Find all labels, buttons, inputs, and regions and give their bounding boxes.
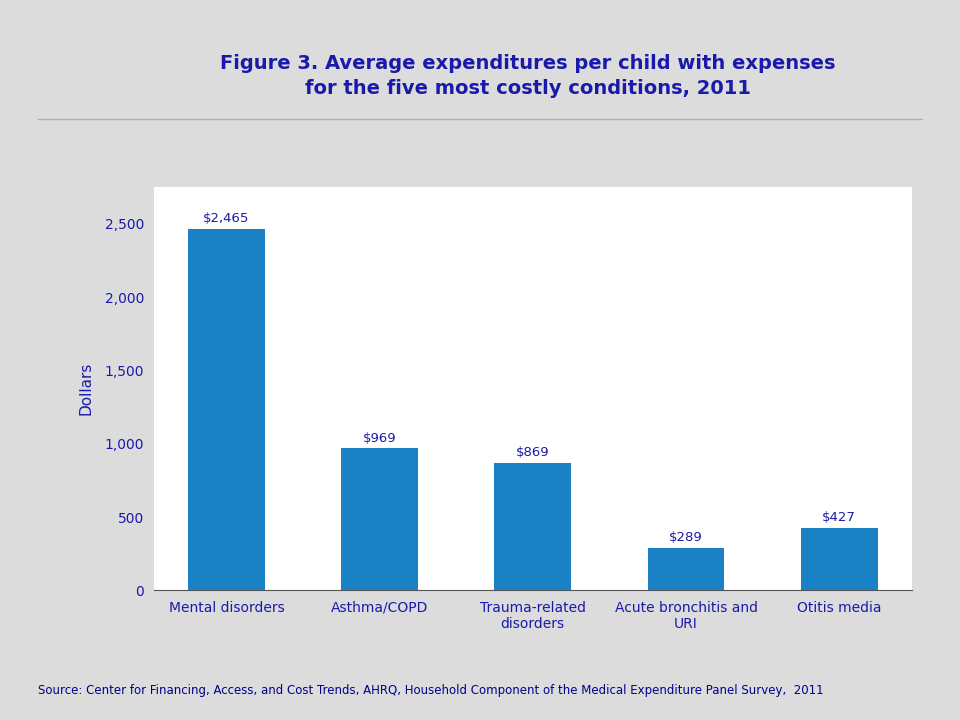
- Text: $869: $869: [516, 446, 550, 459]
- Text: Figure 3. Average expenditures per child with expenses
for the five most costly : Figure 3. Average expenditures per child…: [220, 53, 836, 98]
- Bar: [188, 229, 265, 590]
- Text: $969: $969: [363, 432, 396, 445]
- Bar: [801, 528, 877, 590]
- Bar: [494, 463, 571, 590]
- Bar: [342, 449, 418, 590]
- Text: $2,465: $2,465: [204, 212, 250, 225]
- Text: $289: $289: [669, 531, 703, 544]
- Y-axis label: Dollars: Dollars: [79, 362, 93, 415]
- Bar: [648, 548, 724, 590]
- Text: $427: $427: [823, 511, 856, 524]
- Text: Source: Center for Financing, Access, and Cost Trends, AHRQ, Household Component: Source: Center for Financing, Access, an…: [38, 684, 824, 697]
